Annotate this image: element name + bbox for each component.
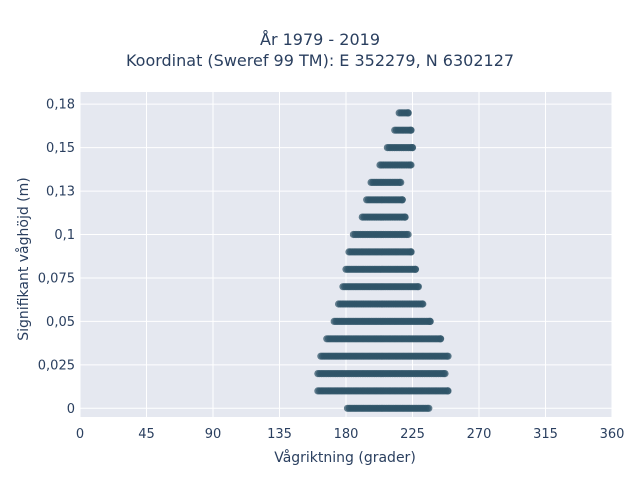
data-band xyxy=(383,144,417,152)
data-band xyxy=(339,283,422,291)
data-point xyxy=(444,352,452,360)
y-tick-label: 0,025 xyxy=(38,358,75,373)
y-tick-label: 0,1 xyxy=(54,228,75,243)
y-tick-label: 0,13 xyxy=(46,185,75,200)
data-point xyxy=(426,317,434,325)
data-point xyxy=(398,196,406,204)
data-band xyxy=(335,300,427,308)
x-tick-label: 360 xyxy=(600,427,625,442)
data-point xyxy=(401,213,409,221)
data-band xyxy=(330,317,434,325)
data-point xyxy=(441,370,449,378)
data-band xyxy=(345,248,415,256)
data-point xyxy=(419,300,427,308)
data-point xyxy=(404,109,412,117)
data-point xyxy=(414,283,422,291)
x-axis-title: Vågriktning (grader) xyxy=(274,449,416,466)
x-tick-label: 315 xyxy=(533,427,558,442)
data-point xyxy=(411,265,420,273)
x-tick-label: 0 xyxy=(76,427,84,442)
x-tick-labels: 0 45 90 135 180 225 270 315 360 xyxy=(76,427,625,442)
data-point xyxy=(425,404,433,412)
x-tick-label: 270 xyxy=(467,427,492,442)
data-band xyxy=(391,126,415,134)
x-tick-label: 135 xyxy=(267,427,292,442)
x-tick-label: 90 xyxy=(205,427,222,442)
chart-title-line-2: Koordinat (Sweref 99 TM): E 352279, N 63… xyxy=(125,51,515,70)
data-point xyxy=(437,335,445,343)
data-point xyxy=(404,230,412,239)
data-band xyxy=(349,230,412,239)
data-band xyxy=(323,335,445,343)
data-band xyxy=(343,404,433,412)
y-tick-label: 0 xyxy=(67,402,75,417)
data-band xyxy=(314,370,449,378)
data-point xyxy=(407,126,415,134)
data-point xyxy=(397,178,405,186)
x-tick-label: 225 xyxy=(400,427,425,442)
grid-lines xyxy=(79,92,613,417)
data-band xyxy=(342,265,420,273)
data-band xyxy=(317,352,452,360)
y-axis-title: Signifikant våghöjd (m) xyxy=(15,177,32,340)
y-tick-label: 0,05 xyxy=(46,315,75,330)
data-point xyxy=(444,387,452,395)
y-tick-labels: 0 0,025 0,05 0,075 0,1 0,13 0,15 0,18 xyxy=(38,98,75,417)
data-band xyxy=(376,161,415,169)
y-tick-label: 0,075 xyxy=(38,271,75,286)
x-tick-label: 180 xyxy=(334,427,359,442)
data-band xyxy=(363,196,406,204)
data-points xyxy=(314,109,452,412)
data-band xyxy=(367,178,405,186)
y-tick-label: 0,15 xyxy=(46,141,75,156)
data-band xyxy=(395,109,412,117)
y-tick-label: 0,18 xyxy=(46,98,75,113)
data-point xyxy=(407,161,415,169)
data-point xyxy=(408,144,417,152)
chart-title-line-1: År 1979 - 2019 xyxy=(260,30,380,49)
data-band xyxy=(314,387,452,395)
x-tick-label: 45 xyxy=(138,427,155,442)
data-band xyxy=(358,213,409,221)
data-point xyxy=(407,248,415,256)
